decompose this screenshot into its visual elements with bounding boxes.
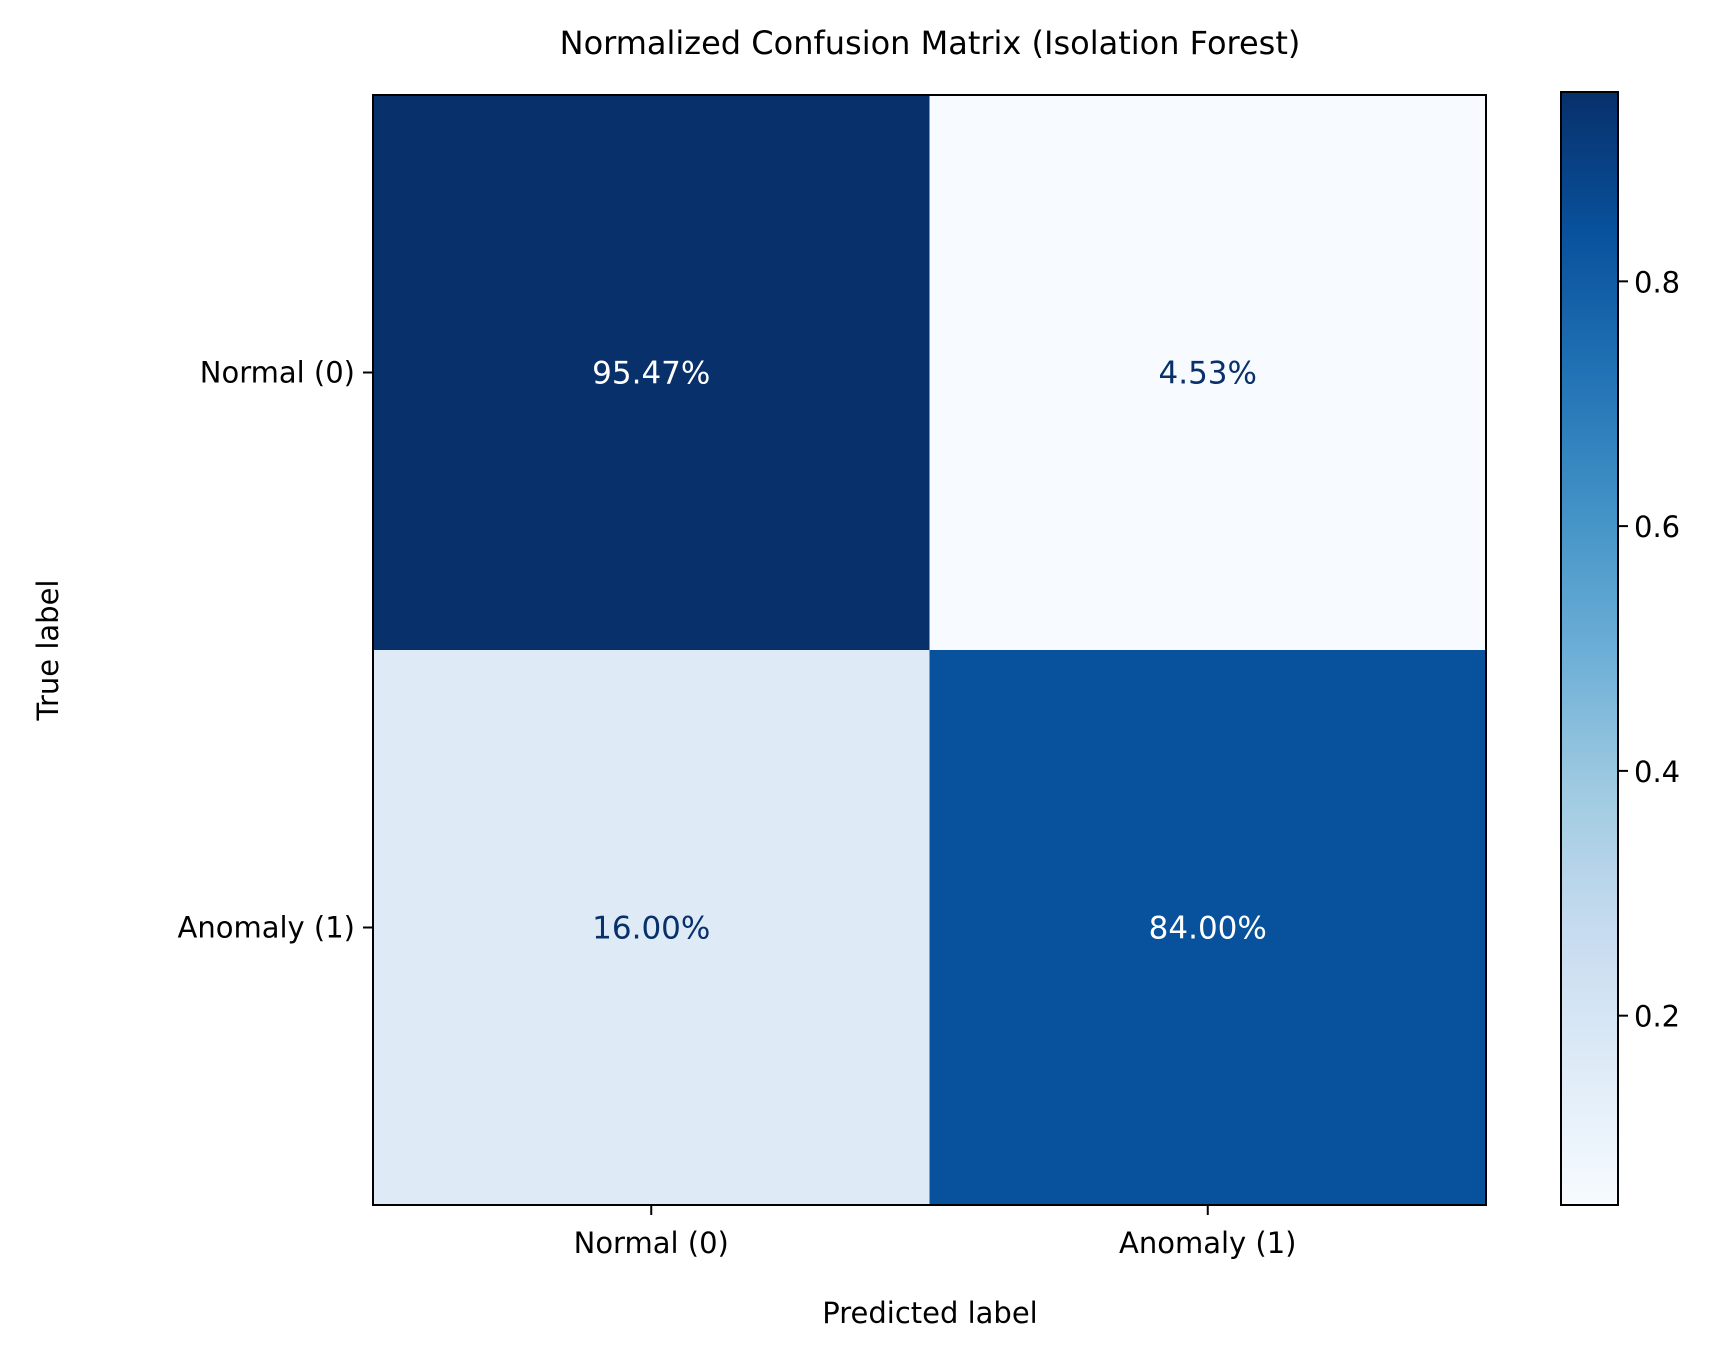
colorbar-tick-label: 0.6 [1634,510,1680,544]
y-axis-label: True label [31,580,65,722]
cell-value-label-r1-c1: 84.00% [1149,911,1267,947]
colorbar [1560,91,1619,1206]
x-tick-label: Normal (0) [574,1226,729,1260]
cell-value-label-r0-c0: 95.47% [592,356,710,392]
colorbar-ticks: 0.2 0.4 0.6 0.8 [1618,265,1680,1034]
x-axis-ticks: Normal (0) Anomaly (1) [574,1205,1297,1260]
x-axis-label: Predicted label [822,1296,1038,1330]
cell-value-label-r1-c0: 16.00% [592,911,710,947]
heatmap-cells: 95.47% 4.53% 16.00% 84.00% [373,95,1487,1206]
y-tick-label: Anomaly (1) [178,911,356,945]
cell-value-label-r0-c1: 4.53% [1159,356,1257,392]
x-tick-label: Anomaly (1) [1119,1226,1297,1260]
y-axis-ticks: Normal (0) Anomaly (1) [178,356,373,945]
heatmap-cell-r0-c0 [373,95,930,651]
y-tick-label: Normal (0) [200,356,355,390]
chart-title: Normalized Confusion Matrix (Isolation F… [560,24,1301,62]
colorbar-tick-label: 0.2 [1634,1000,1680,1034]
colorbar-tick-label: 0.4 [1634,755,1680,789]
colorbar-tick-label: 0.8 [1634,265,1680,299]
heatmap-cell-r1-c0 [373,650,930,1206]
plot-frame [372,94,1487,1206]
heatmap-cell-r0-c1 [929,95,1487,651]
heatmap-cell-r1-c1 [929,650,1487,1206]
